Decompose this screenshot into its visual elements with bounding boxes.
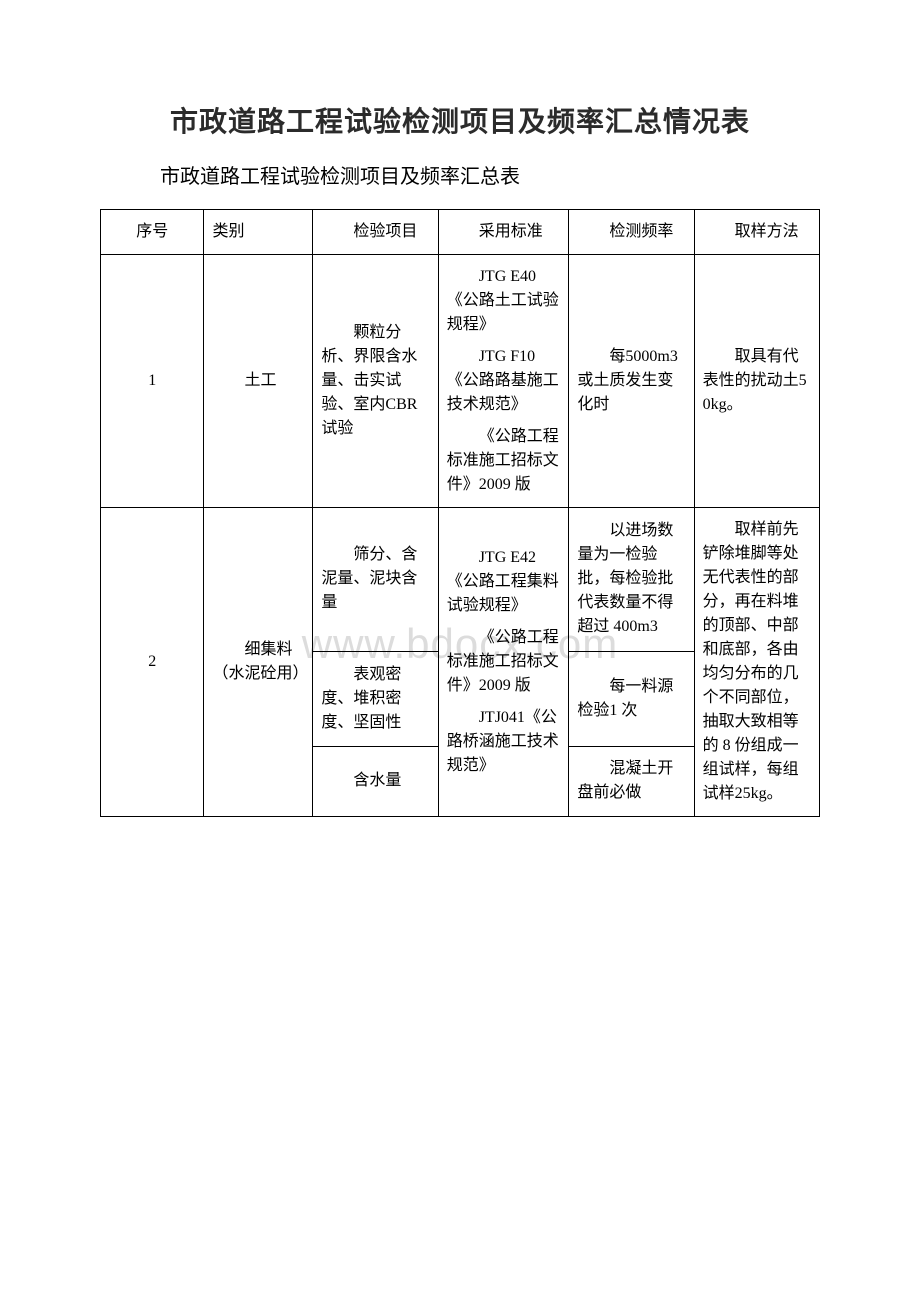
cell-item: 筛分、含泥量、泥块含量 (313, 508, 438, 652)
cell-frequency: 每5000m3 或土质发生变化时 (569, 255, 694, 508)
cell-item: 含水量 (313, 746, 438, 816)
col-header-seq: 序号 (101, 210, 204, 255)
cell-standard: JTG E40《公路土工试验规程》 JTG F10《公路路基施工技术规范》 《公… (438, 255, 569, 508)
cell-item: 颗粒分析、界限含水量、击实试验、室内CBR 试验 (313, 255, 438, 508)
table-header-row: 序号 类别 检验项目 采用标准 检测频率 取样方法 (101, 210, 820, 255)
cell-category: 细集料（水泥砼用） (204, 508, 313, 817)
col-header-standard: 采用标准 (438, 210, 569, 255)
page-subtitle: 市政道路工程试验检测项目及频率汇总表 (160, 160, 820, 189)
cell-frequency: 混凝土开盘前必做 (569, 746, 694, 816)
cell-seq: 1 (101, 255, 204, 508)
table-row: 1 土工 颗粒分析、界限含水量、击实试验、室内CBR 试验 JTG E40《公路… (101, 255, 820, 508)
inspection-table: 序号 类别 检验项目 采用标准 检测频率 取样方法 1 土工 颗粒分析、界限含水… (100, 209, 820, 817)
cell-category: 土工 (204, 255, 313, 508)
col-header-frequency: 检测频率 (569, 210, 694, 255)
cell-seq: 2 (101, 508, 204, 817)
table-row: 2 细集料（水泥砼用） 筛分、含泥量、泥块含量 JTG E42《公路工程集料试验… (101, 508, 820, 652)
cell-frequency: 以进场数量为一检验批，每检验批代表数量不得超过 400m3 (569, 508, 694, 652)
col-header-method: 取样方法 (694, 210, 819, 255)
cell-method: 取样前先铲除堆脚等处无代表性的部分，再在料堆的顶部、中部和底部，各由均匀分布的几… (694, 508, 819, 817)
cell-standard: JTG E42《公路工程集料试验规程》 《公路工程标准施工招标文件》2009 版… (438, 508, 569, 817)
cell-item: 表观密度、堆积密度、坚固性 (313, 651, 438, 746)
cell-method: 取具有代表性的扰动土50kg。 (694, 255, 819, 508)
page-title: 市政道路工程试验检测项目及频率汇总情况表 (100, 100, 820, 140)
col-header-category: 类别 (204, 210, 313, 255)
cell-frequency: 每一料源检验1 次 (569, 651, 694, 746)
col-header-item: 检验项目 (313, 210, 438, 255)
